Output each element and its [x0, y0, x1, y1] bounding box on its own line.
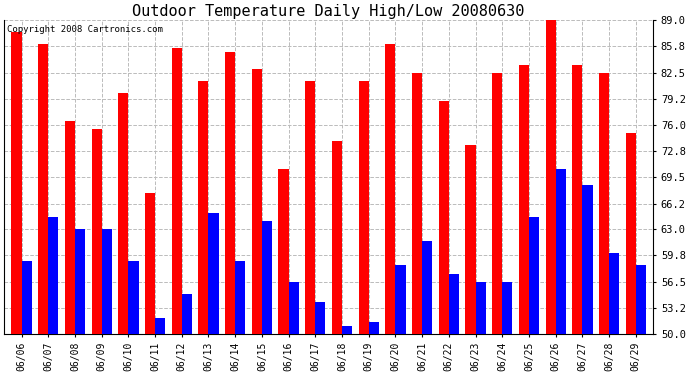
Bar [65, 121, 75, 334]
Bar [422, 242, 433, 334]
Bar [288, 282, 299, 334]
Bar [412, 73, 422, 334]
Bar [101, 230, 112, 334]
Title: Outdoor Temperature Daily High/Low 20080630: Outdoor Temperature Daily High/Low 20080… [132, 4, 525, 19]
Bar [181, 294, 192, 334]
Bar [38, 45, 48, 334]
Bar [118, 93, 128, 334]
Bar [626, 133, 635, 334]
Bar [572, 64, 582, 334]
Bar [11, 32, 21, 334]
Bar [529, 217, 539, 334]
Bar [342, 326, 352, 334]
Bar [155, 318, 165, 334]
Bar [92, 129, 101, 334]
Bar [75, 230, 85, 334]
Bar [305, 81, 315, 334]
Bar [145, 193, 155, 334]
Bar [582, 185, 593, 334]
Bar [315, 302, 326, 334]
Bar [279, 169, 288, 334]
Bar [332, 141, 342, 334]
Bar [466, 145, 475, 334]
Bar [492, 73, 502, 334]
Bar [475, 282, 486, 334]
Bar [395, 266, 406, 334]
Bar [502, 282, 513, 334]
Bar [546, 20, 555, 334]
Bar [252, 69, 262, 334]
Bar [519, 64, 529, 334]
Bar [128, 261, 139, 334]
Bar [208, 213, 219, 334]
Bar [635, 266, 646, 334]
Bar [48, 217, 59, 334]
Bar [439, 101, 449, 334]
Bar [262, 221, 272, 334]
Bar [609, 254, 619, 334]
Bar [385, 45, 395, 334]
Bar [21, 261, 32, 334]
Bar [599, 73, 609, 334]
Bar [368, 322, 379, 334]
Text: Copyright 2008 Cartronics.com: Copyright 2008 Cartronics.com [8, 25, 164, 34]
Bar [172, 48, 181, 334]
Bar [449, 273, 459, 334]
Bar [555, 169, 566, 334]
Bar [198, 81, 208, 334]
Bar [235, 261, 246, 334]
Bar [359, 81, 368, 334]
Bar [225, 53, 235, 334]
